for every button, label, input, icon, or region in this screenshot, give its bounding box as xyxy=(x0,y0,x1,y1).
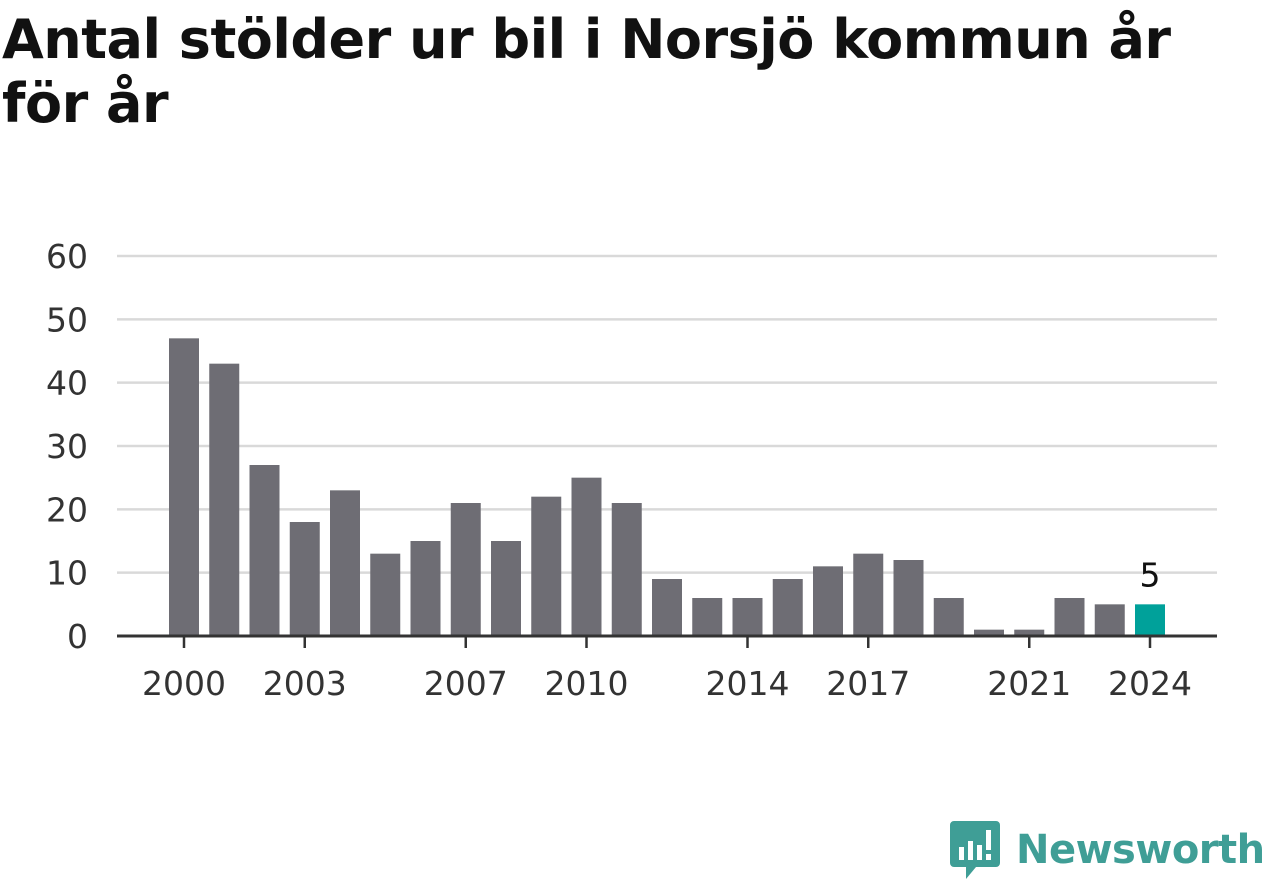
bar-2013 xyxy=(692,598,723,636)
y-tick-label: 60 xyxy=(46,237,88,276)
y-tick-label: 30 xyxy=(46,427,88,466)
y-tick-label: 40 xyxy=(46,364,88,403)
y-tick-label: 0 xyxy=(67,617,88,656)
bar-2003 xyxy=(289,522,320,636)
x-tick-label: 2017 xyxy=(826,664,910,703)
y-tick-label: 20 xyxy=(46,490,88,529)
bar-2018 xyxy=(893,560,924,636)
bar-2020 xyxy=(974,629,1004,636)
bar-2022 xyxy=(1054,598,1085,636)
bar-2019 xyxy=(933,598,964,636)
bar-2002 xyxy=(249,465,280,636)
y-tick-label: 50 xyxy=(46,300,88,339)
newsworthy-logo: Newsworthy xyxy=(950,820,1262,880)
bar-2021 xyxy=(1014,629,1045,636)
x-tick-label: 2024 xyxy=(1108,664,1192,703)
bar-2000 xyxy=(169,338,199,636)
bar-2005 xyxy=(370,553,401,636)
x-tick-label: 2007 xyxy=(424,664,508,703)
bar-2024 xyxy=(1135,604,1165,636)
bar-2008 xyxy=(491,541,521,636)
bar-2023 xyxy=(1094,604,1125,636)
bar-2011 xyxy=(611,503,642,636)
bar-2016 xyxy=(813,566,843,636)
bar-2001 xyxy=(209,363,240,636)
bar-2010 xyxy=(571,477,602,636)
y-tick-label: 10 xyxy=(46,554,88,593)
bar-2006 xyxy=(410,541,441,636)
bar-chart: 0 10 20 30 40 50 60 5 2000 2003 2007 2010 2014 2017 20… xyxy=(46,237,1217,703)
bar-2012 xyxy=(652,579,682,636)
brand-name: Newsworthy xyxy=(1016,827,1262,873)
bar-2017 xyxy=(853,553,884,636)
bar-2014 xyxy=(732,598,763,636)
x-tick-label: 2010 xyxy=(545,664,629,703)
bar-2007 xyxy=(450,503,481,636)
data-label: 5 xyxy=(1140,555,1161,594)
newsworthy-logo-icon xyxy=(950,821,1000,879)
x-tick-label: 2003 xyxy=(263,664,347,703)
chart-title: Antal stölder ur bil i Norsjö kommun år … xyxy=(2,8,1171,135)
bar-2015 xyxy=(772,579,803,636)
bar-2004 xyxy=(330,490,360,636)
x-tick-label: 2000 xyxy=(142,664,226,703)
x-tick-label: 2021 xyxy=(987,664,1071,703)
x-tick-label: 2014 xyxy=(706,664,790,703)
bar-2009 xyxy=(531,496,562,636)
